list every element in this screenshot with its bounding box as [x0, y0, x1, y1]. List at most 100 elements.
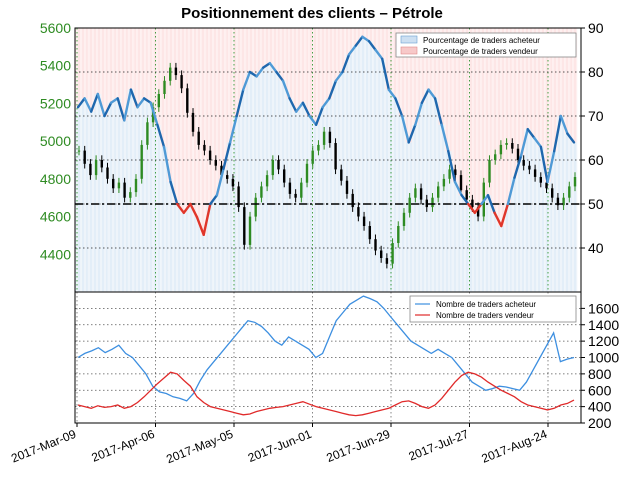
price-candle-body [448, 169, 451, 179]
price-candle-body [260, 186, 263, 198]
buyers-pct-line-segment [116, 97, 126, 122]
sellers-area-segment [207, 28, 214, 204]
buyers-pct-line-segment [275, 70, 285, 83]
price-candle-body [317, 144, 320, 151]
price-candle-body [288, 182, 292, 194]
price-candle-body [146, 122, 149, 145]
buyers-pct-line-segment [222, 141, 232, 171]
price-candle-body [459, 175, 463, 191]
price-candle-body [539, 177, 542, 183]
top-panel-legend: Pourcentage de traders acheteur Pourcent… [395, 32, 577, 58]
x-axis-tick-label: 2017-Aug-24 [480, 427, 550, 466]
price-candle-body [328, 131, 332, 143]
sellers-area-segment [564, 28, 571, 134]
buyers-pct-line-segment [301, 101, 311, 118]
buyers-pct-line-segment [255, 66, 265, 78]
price-candle-body [442, 178, 446, 187]
right-axis-tick-label: 60 [588, 152, 604, 168]
price-candle-body [357, 207, 360, 217]
sellers-area-segment [180, 28, 188, 213]
buyers-pct-line-segment [453, 180, 463, 197]
top-panel-series [76, 35, 576, 237]
buyers-pct-line-segment [433, 97, 443, 127]
buyers-pct-line-segment [334, 70, 344, 83]
left-axis-tick-label: 5600 [40, 20, 71, 36]
buyers-pct-line-segment [447, 149, 457, 184]
price-candle-body [77, 150, 81, 152]
buyers-pct-line-segment [506, 176, 516, 206]
price-candle-body [283, 169, 286, 183]
sellers-area-segment [87, 28, 95, 112]
price-candle-body [220, 165, 223, 176]
buyers-area-segment [544, 182, 551, 292]
buyers-area-segment [200, 234, 207, 292]
buyers-pct-line-segment [215, 167, 225, 197]
price-candle-body [545, 182, 548, 189]
bottom-right-tick-label: 200 [588, 415, 612, 431]
legend-label-buyers-pct: Pourcentage de traders acheteur [423, 36, 540, 45]
buyers-area-segment [279, 80, 287, 292]
bottom-right-tick-label: 1200 [588, 333, 619, 349]
price-candle-body [169, 67, 172, 81]
buyers-area-segment [87, 111, 95, 292]
price-candle-body [254, 197, 257, 217]
bottom-right-tick-label: 1400 [588, 317, 619, 333]
buyers-pct-line-segment [394, 97, 404, 118]
buyers-pct-line-segment [559, 114, 569, 135]
price-candle-body [163, 80, 166, 94]
buyers-area-segment [220, 168, 227, 292]
price-candle-body [556, 197, 560, 206]
price-candle-body [322, 131, 326, 145]
buyers-area-segment [491, 212, 498, 292]
price-candle-body [505, 143, 508, 145]
price-candle-body [522, 160, 525, 166]
price-candle-body [528, 165, 531, 170]
buyers-area-segment [312, 124, 320, 292]
price-candle-body [408, 197, 411, 213]
buyers-pct-line-segment [123, 88, 133, 122]
price-candle-body [419, 188, 423, 200]
buyers-area-segment [471, 212, 479, 292]
buyers-pct-line-segment [407, 123, 417, 144]
chart-title: Positionnement des clients – Pétrole [181, 5, 443, 22]
sellers-area-segment [127, 28, 135, 90]
buyers-area-segment [372, 50, 379, 292]
buyers-area-segment [438, 124, 445, 292]
buyers-area-segment [412, 124, 419, 292]
sellers-area-segment [412, 28, 419, 125]
buyers-area-segment [352, 45, 360, 292]
left-axis-tick-label: 4600 [40, 209, 71, 225]
buyers-pct-line-segment [295, 101, 305, 113]
price-candle-body [191, 112, 195, 132]
buyers-pct-line-segment [83, 97, 93, 113]
right-axis-tick-label: 40 [588, 240, 604, 256]
price-candle-body [425, 199, 428, 208]
buyers-pct-line-segment [156, 123, 166, 149]
buyers-area-segment [451, 182, 459, 292]
price-candle-body [402, 212, 406, 226]
buyers-pct-line-segment [235, 88, 245, 118]
bottom-panel-legend: Nombre de traders acheteur Nombre de tra… [409, 295, 577, 323]
price-candle-body [123, 182, 126, 198]
buyers-area-segment [531, 138, 538, 292]
buyers-area-segment [484, 195, 492, 292]
price-candle-body [106, 167, 109, 179]
left-axis-tick-label: 5000 [40, 133, 71, 149]
sellers-area-segment [74, 28, 82, 108]
buyers-area-segment [570, 142, 578, 292]
left-axis-tick-label: 4800 [40, 171, 71, 187]
sellers-area-segment [140, 28, 148, 99]
buyers-area-segment [187, 204, 194, 292]
buyers-pct-line-segment [103, 101, 113, 118]
buyers-area-segment [359, 36, 366, 292]
price-candle-body [454, 169, 457, 176]
buyers-pct-line-segment [381, 57, 390, 91]
sellers-area-segment [226, 28, 234, 143]
buyers-area-segment [524, 129, 531, 292]
buyers-pct-line-segment [486, 193, 496, 215]
price-candle-body [397, 226, 400, 243]
left-axis-tick-label: 5400 [40, 58, 71, 74]
price-candle-body [140, 144, 143, 179]
sellers-area-segment [398, 28, 406, 116]
buyers-area-segment [207, 204, 214, 292]
